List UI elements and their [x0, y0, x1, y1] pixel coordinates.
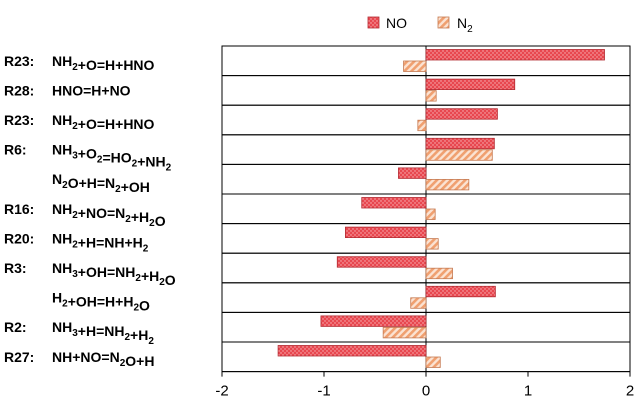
bar-no	[345, 226, 427, 239]
reaction-id: R20:	[4, 230, 34, 246]
bar-no	[398, 167, 427, 179]
reaction-id: R23:	[4, 53, 34, 69]
bar-n2	[425, 356, 441, 368]
bar-n2	[425, 178, 470, 191]
reaction-label: NH2+NO=N2+H2O	[52, 201, 166, 229]
bar-no	[320, 315, 427, 327]
bar-n2	[425, 90, 437, 102]
legend: NO N2	[367, 15, 473, 35]
legend-label: N2	[457, 15, 473, 35]
bar-no	[425, 108, 498, 120]
x-tick-label: 0	[422, 383, 430, 400]
bars	[277, 49, 605, 368]
reaction-id: R6:	[4, 142, 27, 158]
reaction-label: NH3+O2=HO2+NH2	[52, 142, 172, 174]
bar-no	[336, 256, 427, 268]
x-tick-label: -2	[215, 383, 228, 400]
bar-n2	[410, 297, 427, 309]
x-axis: -2 -1 0 1 2	[215, 371, 634, 400]
x-tick-label: 1	[524, 383, 532, 400]
bar-no	[425, 78, 516, 90]
bar-n2	[417, 119, 427, 132]
bar-n2	[425, 149, 493, 161]
reaction-label: H2+OH=H+H2O	[52, 290, 150, 314]
reaction-id: R28:	[4, 82, 34, 98]
plot-rows	[221, 45, 631, 373]
bar-no	[425, 137, 495, 150]
reaction-label: N2O+H=N2+OH	[52, 171, 150, 195]
x-tick-label: 2	[626, 383, 634, 400]
bar-n2	[425, 238, 439, 250]
reaction-label: NH+NO=N2O+H	[52, 349, 154, 369]
bar-n2	[403, 60, 427, 72]
reaction-label: NH2+O=H+HNO	[52, 53, 155, 73]
reaction-id: R3:	[4, 260, 27, 276]
reaction-label: NH2+O=H+HNO	[52, 112, 155, 132]
reaction-id: R2:	[4, 319, 27, 335]
reaction-label: NH3+OH=NH2+H2O	[52, 260, 176, 288]
bar-n2	[382, 326, 427, 339]
row-labels: R23: NH2+O=H+HNO R28: HNO=H+NO R23: NH2+O=H+H…	[4, 53, 176, 369]
bar-n2	[425, 208, 436, 220]
reaction-label: NH3+H=NH2+H2	[52, 319, 154, 347]
reaction-id: R16:	[4, 201, 34, 217]
bar-no	[361, 197, 427, 209]
legend-swatch	[437, 16, 450, 29]
legend-label: NO	[386, 15, 407, 31]
bar-no	[425, 285, 496, 298]
bar-no	[425, 49, 605, 61]
x-tick-label: -1	[317, 383, 330, 400]
reaction-id: R27:	[4, 349, 34, 365]
bar-n2	[425, 267, 453, 280]
reaction-id: R23:	[4, 112, 34, 128]
bar-no	[277, 345, 427, 357]
reaction-label: HNO=H+NO	[52, 82, 131, 98]
reaction-label: NH2+H=NH+H2	[52, 230, 149, 254]
legend-swatch	[367, 16, 380, 29]
